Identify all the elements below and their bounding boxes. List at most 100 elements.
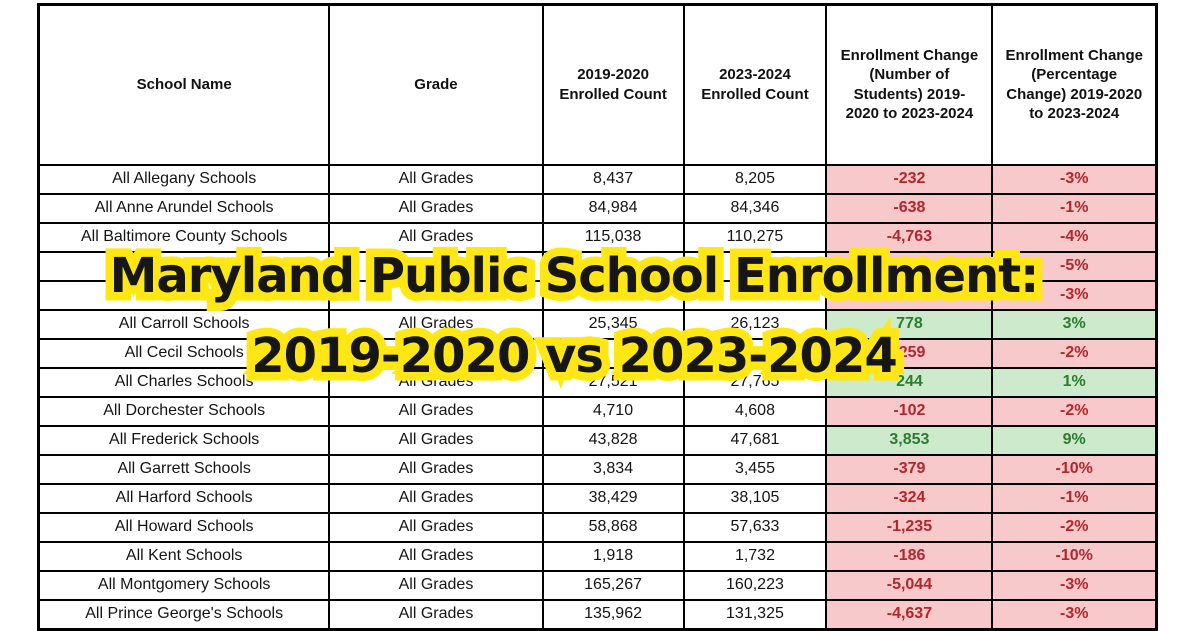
cell-change-count: -379 [825, 453, 994, 485]
cell-grade: All Grades [328, 540, 544, 572]
cell-school-name: All Howard Schools [37, 511, 331, 543]
cell-change-pct: -1% [991, 482, 1158, 514]
cell-school-name: All Charles Schools [37, 366, 331, 398]
table-row: -5% [37, 250, 1158, 282]
table-row: All Prince George's Schools All Grades 1… [37, 598, 1158, 630]
header-change-pct: Enrollment Change (Percentage Change) 20… [991, 3, 1158, 166]
cell-enrolled-2019: 8,437 [541, 163, 685, 195]
cell-change-count: -324 [825, 482, 994, 514]
cell-enrolled-2023: 131,325 [682, 598, 828, 630]
cell-enrolled-2019: 43,828 [541, 424, 685, 456]
cell-grade: All Grades [328, 511, 544, 543]
cell-school-name: All Garrett Schools [37, 453, 331, 485]
cell-change-count: -4,637 [825, 598, 994, 630]
cell-enrolled-2023: 27,765 [682, 366, 828, 398]
table-row: All Kent Schools All Grades 1,918 1,732 … [37, 540, 1158, 572]
table-row: All Baltimore County Schools All Grades … [37, 221, 1158, 253]
cell-enrolled-2023 [682, 279, 828, 311]
cell-change-count: -5,044 [825, 569, 994, 601]
cell-grade: All Grades [328, 192, 544, 224]
cell-enrolled-2023: 4,608 [682, 395, 828, 427]
cell-grade [328, 250, 544, 282]
table-row: All Harford Schools All Grades 38,429 38… [37, 482, 1158, 514]
cell-change-pct: -3% [991, 598, 1158, 630]
cell-enrolled-2019: 27,521 [541, 366, 685, 398]
cell-enrolled-2023: 57,633 [682, 511, 828, 543]
header-school-name: School Name [37, 3, 331, 166]
cell-school-name: All Frederick Schools [37, 424, 331, 456]
cell-change-count: -259 [825, 337, 994, 369]
cell-change-pct: 9% [991, 424, 1158, 456]
cell-school-name: All Harford Schools [37, 482, 331, 514]
cell-enrolled-2023: 26,123 [682, 308, 828, 340]
table-row: All Carroll Schools All Grades 25,345 26… [37, 308, 1158, 340]
table-row: All Cecil Schools -259 -2% [37, 337, 1158, 369]
cell-enrolled-2019: 165,267 [541, 569, 685, 601]
cell-enrolled-2019: 38,429 [541, 482, 685, 514]
cell-enrolled-2019: 1,918 [541, 540, 685, 572]
cell-enrolled-2023: 3,455 [682, 453, 828, 485]
cell-school-name: All Anne Arundel Schools [37, 192, 331, 224]
enrollment-table: School Name Grade 2019-2020 Enrolled Cou… [37, 3, 1158, 631]
cell-change-count [825, 250, 994, 282]
cell-change-pct: -3% [991, 163, 1158, 195]
cell-change-count: 244 [825, 366, 994, 398]
cell-change-pct: 1% [991, 366, 1158, 398]
cell-enrolled-2019 [541, 337, 685, 369]
cell-enrolled-2023: 110,275 [682, 221, 828, 253]
cell-change-pct: -5% [991, 250, 1158, 282]
table-row: All Anne Arundel Schools All Grades 84,9… [37, 192, 1158, 224]
cell-grade: All Grades [328, 482, 544, 514]
cell-enrolled-2023: 1,732 [682, 540, 828, 572]
cell-enrolled-2023: 38,105 [682, 482, 828, 514]
header-enrolled-2023: 2023-2024 Enrolled Count [682, 3, 828, 166]
cell-enrolled-2023 [682, 250, 828, 282]
header-row: School Name Grade 2019-2020 Enrolled Cou… [37, 3, 1158, 166]
cell-enrolled-2019: 84,984 [541, 192, 685, 224]
cell-change-pct: -10% [991, 453, 1158, 485]
table-row: All Frederick Schools All Grades 43,828 … [37, 424, 1158, 456]
cell-change-count: 3,853 [825, 424, 994, 456]
cell-grade: All Grades [328, 395, 544, 427]
cell-enrolled-2023: 47,681 [682, 424, 828, 456]
cell-grade: All Grades [328, 366, 544, 398]
cell-grade: All Grades [328, 569, 544, 601]
cell-school-name [37, 250, 331, 282]
cell-change-count: -1,235 [825, 511, 994, 543]
cell-change-count: -232 [825, 163, 994, 195]
table-row: All Montgomery Schools All Grades 165,26… [37, 569, 1158, 601]
cell-change-count: 778 [825, 308, 994, 340]
table-row: All Dorchester Schools All Grades 4,710 … [37, 395, 1158, 427]
cell-change-count: -186 [825, 540, 994, 572]
cell-school-name: All Prince George's Schools [37, 598, 331, 630]
cell-school-name: All Baltimore County Schools [37, 221, 331, 253]
cell-enrolled-2019: 135,962 [541, 598, 685, 630]
cell-enrolled-2019 [541, 250, 685, 282]
cell-enrolled-2019: 4,710 [541, 395, 685, 427]
cell-school-name: All Carroll Schools [37, 308, 331, 340]
cell-change-pct: -3% [991, 279, 1158, 311]
cell-school-name: All Montgomery Schools [37, 569, 331, 601]
cell-change-pct: -2% [991, 337, 1158, 369]
table-row: -3% [37, 279, 1158, 311]
header-grade: Grade [328, 3, 544, 166]
cell-change-pct: -2% [991, 511, 1158, 543]
cell-grade [328, 279, 544, 311]
cell-school-name: All Cecil Schools [37, 337, 331, 369]
cell-enrolled-2023: 160,223 [682, 569, 828, 601]
cell-grade [328, 337, 544, 369]
cell-change-count: -638 [825, 192, 994, 224]
header-change-count: Enrollment Change (Number of Students) 2… [825, 3, 994, 166]
cell-enrolled-2023 [682, 337, 828, 369]
cell-grade: All Grades [328, 424, 544, 456]
cell-enrolled-2019: 25,345 [541, 308, 685, 340]
cell-grade: All Grades [328, 163, 544, 195]
cell-enrolled-2023: 8,205 [682, 163, 828, 195]
cell-school-name [37, 279, 331, 311]
table-body: All Allegany Schools All Grades 8,437 8,… [37, 163, 1158, 630]
cell-grade: All Grades [328, 308, 544, 340]
cell-change-pct: -4% [991, 221, 1158, 253]
cell-school-name: All Allegany Schools [37, 163, 331, 195]
cell-change-pct: -3% [991, 569, 1158, 601]
